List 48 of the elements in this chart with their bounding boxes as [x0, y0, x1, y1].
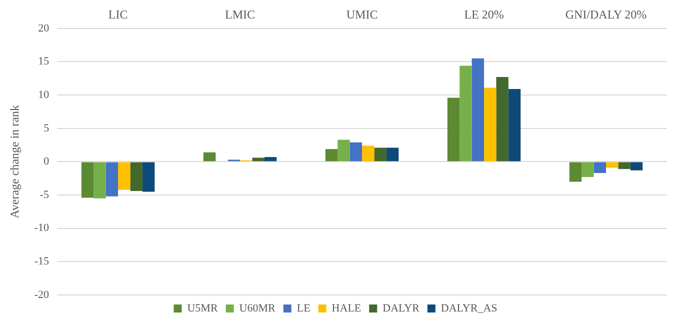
y-tick-label: -5 [40, 188, 50, 201]
bar [362, 146, 374, 162]
x-tick-label: LE 20% [464, 7, 504, 22]
legend-label: DALYR [382, 302, 420, 314]
bar [106, 162, 118, 196]
bar [350, 142, 362, 162]
bar [386, 148, 399, 162]
legend-label: U60MR [239, 302, 276, 314]
x-tick-label: LMIC [225, 7, 256, 22]
legend-label: LE [296, 302, 311, 314]
x-tick-label: GNI/DALY 20% [565, 7, 647, 22]
bar [447, 98, 460, 162]
bar [460, 66, 472, 162]
bar [496, 77, 508, 162]
bar [508, 89, 521, 162]
y-tick-label: 20 [38, 22, 50, 34]
bar [594, 162, 606, 174]
y-tick-label: 0 [44, 156, 50, 168]
bar [203, 152, 216, 162]
bar [374, 148, 386, 162]
bar [325, 149, 338, 162]
bar [264, 157, 277, 162]
x-tick-label: LIC [108, 7, 128, 22]
bar [630, 162, 643, 170]
y-tick-label: 10 [38, 88, 50, 101]
legend-label: HALE [332, 302, 362, 314]
bar [130, 162, 142, 192]
y-tick-label: -10 [34, 222, 50, 234]
bar [94, 162, 106, 198]
bar [338, 140, 350, 162]
y-tick-label: -20 [34, 288, 50, 301]
bar [606, 162, 618, 168]
legend-label: U5MR [187, 302, 218, 314]
y-tick-label: 15 [38, 56, 50, 68]
legend-label: DALYR_AS [440, 302, 498, 314]
y-tick-label: 5 [44, 122, 50, 134]
bar [252, 158, 264, 162]
bar [142, 162, 155, 192]
bar [484, 88, 496, 162]
bar [472, 58, 484, 162]
x-tick-label: UMIC [346, 7, 378, 22]
bar [618, 162, 630, 170]
bar [81, 162, 94, 198]
bar [582, 162, 594, 178]
bar [569, 162, 582, 182]
y-axis-title: Average change in rank [7, 105, 22, 218]
y-tick-label: -15 [34, 256, 50, 268]
bar [118, 162, 130, 190]
